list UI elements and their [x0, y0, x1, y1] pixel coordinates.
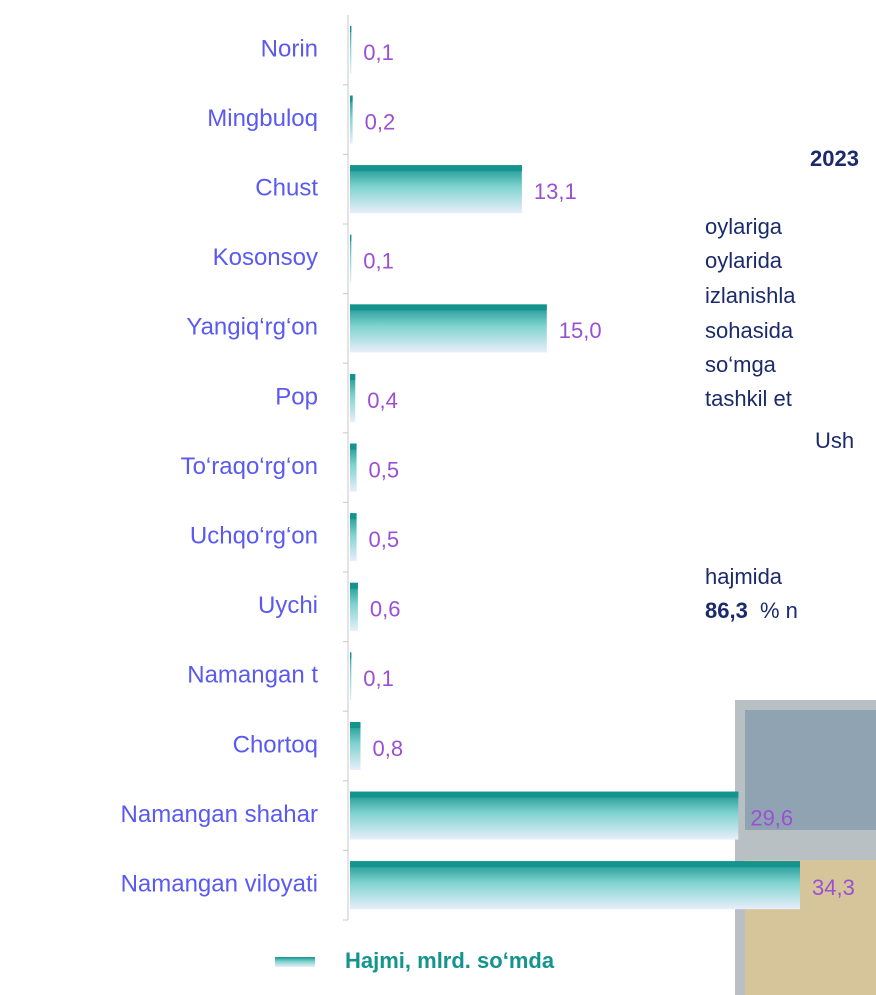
- value-label: 0,8: [372, 736, 403, 761]
- value-label: 0,6: [370, 597, 401, 622]
- bar-top: [350, 861, 800, 868]
- category-label: Norin: [261, 35, 318, 62]
- category-label: Namangan t: [187, 662, 318, 689]
- value-label: 15,0: [559, 318, 602, 343]
- legend-swatch: [275, 957, 315, 967]
- bar-top: [350, 304, 547, 311]
- value-label: 0,1: [363, 40, 394, 65]
- value-label: 34,3: [812, 875, 855, 900]
- bar: [350, 652, 352, 701]
- bar-top: [350, 652, 352, 659]
- bar: [350, 374, 356, 422]
- side-text: 2023 oylariga oylarida izlanishla sohasida so…: [705, 146, 859, 623]
- category-label: To‘raqo‘rg‘on: [181, 453, 318, 480]
- side-line: Ush: [815, 428, 854, 453]
- value-label: 29,6: [750, 805, 793, 830]
- category-label: Namangan viloyati: [121, 871, 318, 898]
- bar: [350, 234, 352, 283]
- bar-top: [350, 234, 352, 241]
- category-label: Uchqo‘rg‘on: [190, 523, 318, 550]
- bar: [350, 165, 522, 214]
- value-label: 0,2: [365, 109, 396, 134]
- bar: [350, 791, 739, 840]
- side-line: izlanishla: [705, 283, 796, 308]
- category-label: Namangan shahar: [121, 801, 318, 828]
- bar-top: [350, 95, 353, 102]
- bar: [350, 513, 357, 562]
- bar: [350, 722, 361, 770]
- side-line: sohasida: [705, 318, 794, 343]
- value-label: 13,1: [534, 179, 577, 204]
- side-line: oylariga: [705, 214, 783, 239]
- category-label: Chust: [255, 175, 318, 202]
- bar-top: [350, 791, 739, 798]
- side-line: % n: [760, 598, 798, 623]
- side-line: so‘mga: [705, 352, 777, 377]
- bar-top: [350, 582, 358, 589]
- bar-top: [350, 26, 352, 32]
- side-line: hajmida: [705, 564, 783, 589]
- side-line: tashkil et: [705, 386, 792, 411]
- category-label: Kosonsoy: [213, 244, 318, 271]
- value-label: 0,4: [367, 388, 398, 413]
- legend-label: Hajmi, mlrd. so‘mda: [345, 948, 555, 973]
- bar-top: [350, 443, 357, 450]
- side-line: oylarida: [705, 248, 783, 273]
- bar: [350, 861, 800, 910]
- category-label: Yangiq‘rg‘on: [186, 314, 318, 341]
- side-highlight: 86,3: [705, 598, 748, 623]
- category-label: Mingbuloq: [207, 105, 318, 132]
- category-label: Pop: [275, 383, 318, 410]
- bar: [350, 582, 358, 631]
- bar: [350, 26, 352, 74]
- bar-top: [350, 165, 522, 172]
- value-label: 0,1: [363, 666, 394, 691]
- value-label: 0,5: [369, 457, 400, 482]
- category-label: Uychi: [258, 592, 318, 619]
- photo-detail: [745, 710, 876, 830]
- side-line: 2023: [810, 146, 859, 171]
- bar-top: [350, 513, 357, 520]
- value-label: 0,5: [369, 527, 400, 552]
- category-label: Chortoq: [233, 731, 318, 758]
- bar-top: [350, 374, 356, 380]
- value-label: 0,1: [363, 249, 394, 274]
- bar: [350, 95, 353, 144]
- bar: [350, 304, 547, 353]
- bar-top: [350, 722, 361, 728]
- bar: [350, 443, 357, 492]
